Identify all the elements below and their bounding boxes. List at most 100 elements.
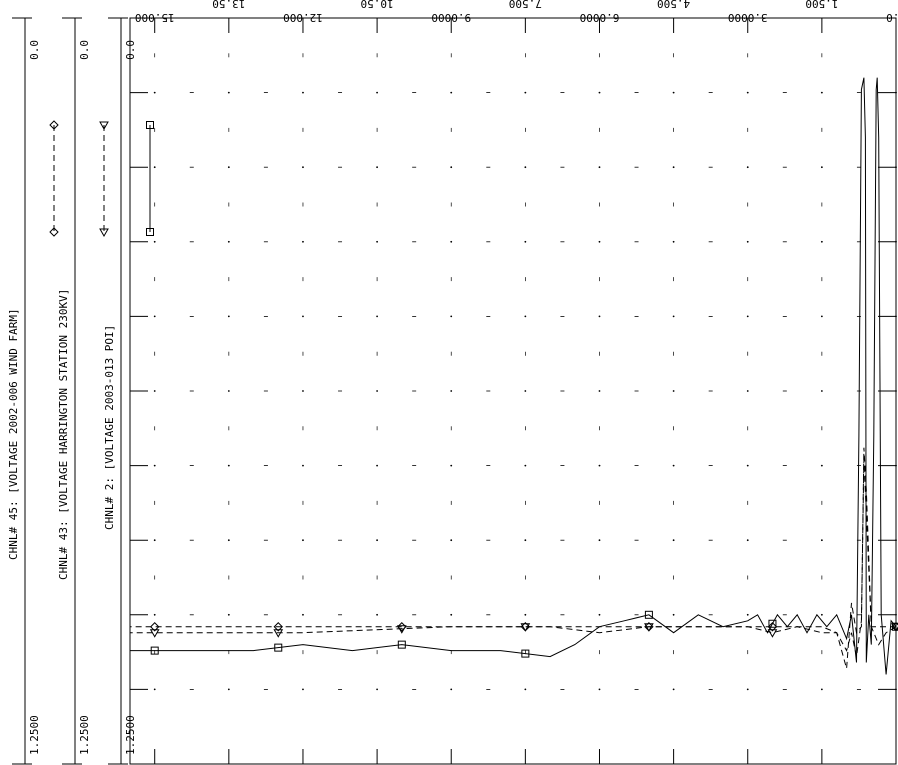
grid-dot xyxy=(153,613,156,616)
grid-dot xyxy=(820,390,823,392)
grid-dot xyxy=(227,240,230,243)
grid-dot xyxy=(153,390,156,392)
series-line-3 xyxy=(130,77,897,675)
grid-dot xyxy=(302,688,304,691)
data-point xyxy=(273,622,283,632)
grid-dot xyxy=(302,539,304,542)
grid-dot xyxy=(820,315,823,318)
grid-dot xyxy=(376,613,378,616)
grid-dot xyxy=(524,464,527,467)
x-minor-tick-label: 13.50 xyxy=(212,0,245,10)
legend-ch43: 0.0 1.2500 CHNL# 43: [VOLTAGE HARRINGTON S… xyxy=(57,17,109,765)
data-point xyxy=(149,629,160,638)
grid-dot xyxy=(302,240,304,243)
grid-dot xyxy=(302,166,304,169)
grid-dot xyxy=(227,613,230,616)
legend-marker xyxy=(49,120,59,130)
grid-dot xyxy=(376,390,378,392)
grid-dot xyxy=(820,688,823,691)
grid-dot xyxy=(153,315,156,318)
x-minor-tick-label: 4.500 xyxy=(657,0,690,10)
grid-dot xyxy=(672,240,675,243)
x-major-tick-label: 0.0 xyxy=(886,11,898,24)
grid-dot xyxy=(376,240,378,243)
grid-dot xyxy=(450,166,453,169)
x-major-tick-label: 6.0000 xyxy=(580,11,620,24)
grid-dot xyxy=(672,688,675,691)
legend-series-name: CHNL# 43: [VOLTAGE HARRINGTON STATION 23… xyxy=(57,289,70,580)
x-major-tick-label: 15.000 xyxy=(135,11,175,24)
legend-top-value: 0.0 xyxy=(28,40,41,60)
grid-dot xyxy=(450,464,453,467)
grid-dot xyxy=(524,688,527,691)
grid-dot xyxy=(524,166,527,169)
grid-dot xyxy=(450,315,453,318)
grid-dot xyxy=(820,240,823,243)
grid-dot xyxy=(153,91,156,94)
data-point xyxy=(768,619,777,628)
grid-dot xyxy=(376,539,378,542)
legend-top-value: 0.0 xyxy=(78,40,91,60)
data-point xyxy=(644,623,654,632)
grid-dot xyxy=(672,539,675,542)
grid-dot xyxy=(376,464,378,467)
grid-dot xyxy=(746,688,749,691)
legend-ch45: 0.0 1.2500 CHNL# 45: [VOLTAGE 2002-006 WIN… xyxy=(7,17,59,765)
legend-marker xyxy=(49,227,59,237)
grid-dot xyxy=(524,390,527,392)
x-minor-tick-label: 1.500 xyxy=(805,0,838,10)
x-axis: 0.0 3.0000 6.0000 9.0000 12.000 15.000 1.500 4.… xyxy=(135,0,898,24)
legend-bottom-value: 1.2500 xyxy=(78,715,91,755)
grid-dot xyxy=(227,688,230,691)
grid-dot xyxy=(598,91,601,94)
grid-dot xyxy=(820,166,823,169)
series-line-1 xyxy=(130,447,896,669)
grid-dot xyxy=(598,539,601,542)
data-point xyxy=(274,643,283,652)
grid-dot xyxy=(672,166,675,169)
grid-dot xyxy=(302,315,304,318)
grid-dot xyxy=(598,315,601,318)
grid-dot xyxy=(450,390,453,392)
data-point xyxy=(397,640,406,649)
x-minor-tick-label: 10.50 xyxy=(361,0,394,10)
grid-dot xyxy=(672,91,675,94)
grid-dot xyxy=(598,613,601,616)
grid-dot xyxy=(302,613,304,616)
legend-marker xyxy=(146,121,154,129)
grid-dot xyxy=(376,315,378,318)
grid-dot xyxy=(524,613,527,616)
grid-dot xyxy=(746,613,749,616)
x-major-tick-label: 12.000 xyxy=(283,11,323,24)
x-major-tick-label: 9.0000 xyxy=(431,11,471,24)
legend-marker xyxy=(99,228,109,238)
grid-dot xyxy=(746,315,749,318)
grid-dot xyxy=(746,166,749,169)
grid-dot xyxy=(153,166,156,169)
grid-dot xyxy=(153,539,156,542)
data-point xyxy=(520,623,531,632)
grid-dot xyxy=(672,390,675,392)
grid-dot xyxy=(524,91,527,94)
series-line-2 xyxy=(130,459,897,657)
legend-series-name: CHNL# 45: [VOLTAGE 2002-006 WIND FARM] xyxy=(7,308,20,560)
grid-dot xyxy=(450,240,453,243)
data-point xyxy=(521,649,530,658)
grid-dot xyxy=(227,91,230,94)
grid-dot xyxy=(820,464,823,467)
grid-dot xyxy=(672,464,675,467)
grid-dot xyxy=(153,688,156,691)
grid-dot xyxy=(376,688,378,691)
grid-dot xyxy=(598,166,601,169)
data-point xyxy=(892,622,898,631)
data-point xyxy=(644,610,653,619)
data-point xyxy=(767,622,778,632)
data-point xyxy=(150,622,160,632)
grid-dot xyxy=(227,539,230,542)
grid-dot xyxy=(746,539,749,542)
legend-marker xyxy=(99,121,109,131)
grid-dot xyxy=(227,315,230,318)
x-minor-tick-label: 7.500 xyxy=(509,0,542,10)
grid-dot xyxy=(153,464,156,467)
